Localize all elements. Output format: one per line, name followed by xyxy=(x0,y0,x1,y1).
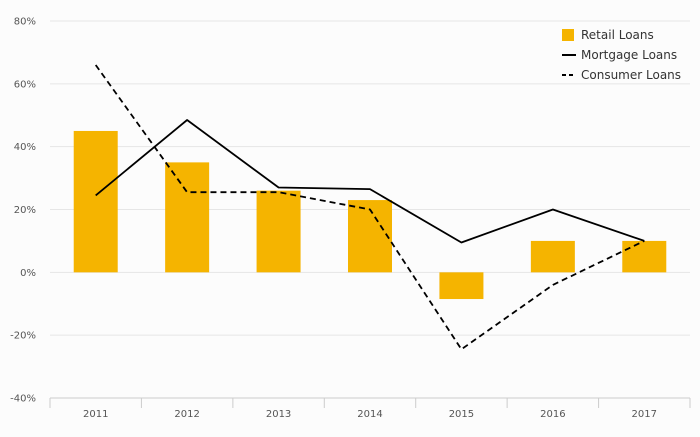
y-tick-label: 0% xyxy=(20,268,36,279)
y-tick-label: 60% xyxy=(14,79,36,90)
bar-retail-loans-2012 xyxy=(165,162,210,273)
x-tick-label: 2013 xyxy=(266,409,291,420)
y-tick-label: 40% xyxy=(14,142,36,153)
x-tick-label: 2014 xyxy=(357,409,382,420)
line-consumer-loans xyxy=(94,64,645,351)
x-tick-label: 2015 xyxy=(449,409,474,420)
x-tick-label: 2016 xyxy=(540,409,565,420)
bar-retail-loans-2015 xyxy=(439,272,484,300)
legend-swatch-retail-loans xyxy=(562,29,574,41)
x-tick-label: 2012 xyxy=(174,409,199,420)
legend: Retail Loans Mortgage Loans Consumer Loans xyxy=(562,28,681,82)
axis-layer: -40% -20% 0% 20% 40% 60% 80% 2011 2012 2013 2014 20… xyxy=(10,17,691,420)
x-tick-label: 2011 xyxy=(83,409,108,420)
y-tick-label: 80% xyxy=(14,17,36,28)
bar-layer xyxy=(73,130,667,300)
line-mortgage-loans xyxy=(95,119,645,244)
legend-label-retail-loans: Retail Loans xyxy=(581,28,654,42)
legend-label-consumer-loans: Consumer Loans xyxy=(581,68,681,82)
y-tick-label: -20% xyxy=(10,331,36,342)
y-tick-label: -40% xyxy=(10,394,36,405)
line-layer xyxy=(94,64,645,351)
y-tick-label: 20% xyxy=(14,205,36,216)
bar-retail-loans-2016 xyxy=(530,240,575,273)
x-tick-label: 2017 xyxy=(632,409,657,420)
legend-label-mortgage-loans: Mortgage Loans xyxy=(581,48,677,62)
bar-retail-loans-2011 xyxy=(73,130,118,273)
bar-retail-loans-2017 xyxy=(622,240,667,273)
bar-retail-loans-2014 xyxy=(348,200,392,273)
bar-retail-loans-2013 xyxy=(256,190,301,273)
